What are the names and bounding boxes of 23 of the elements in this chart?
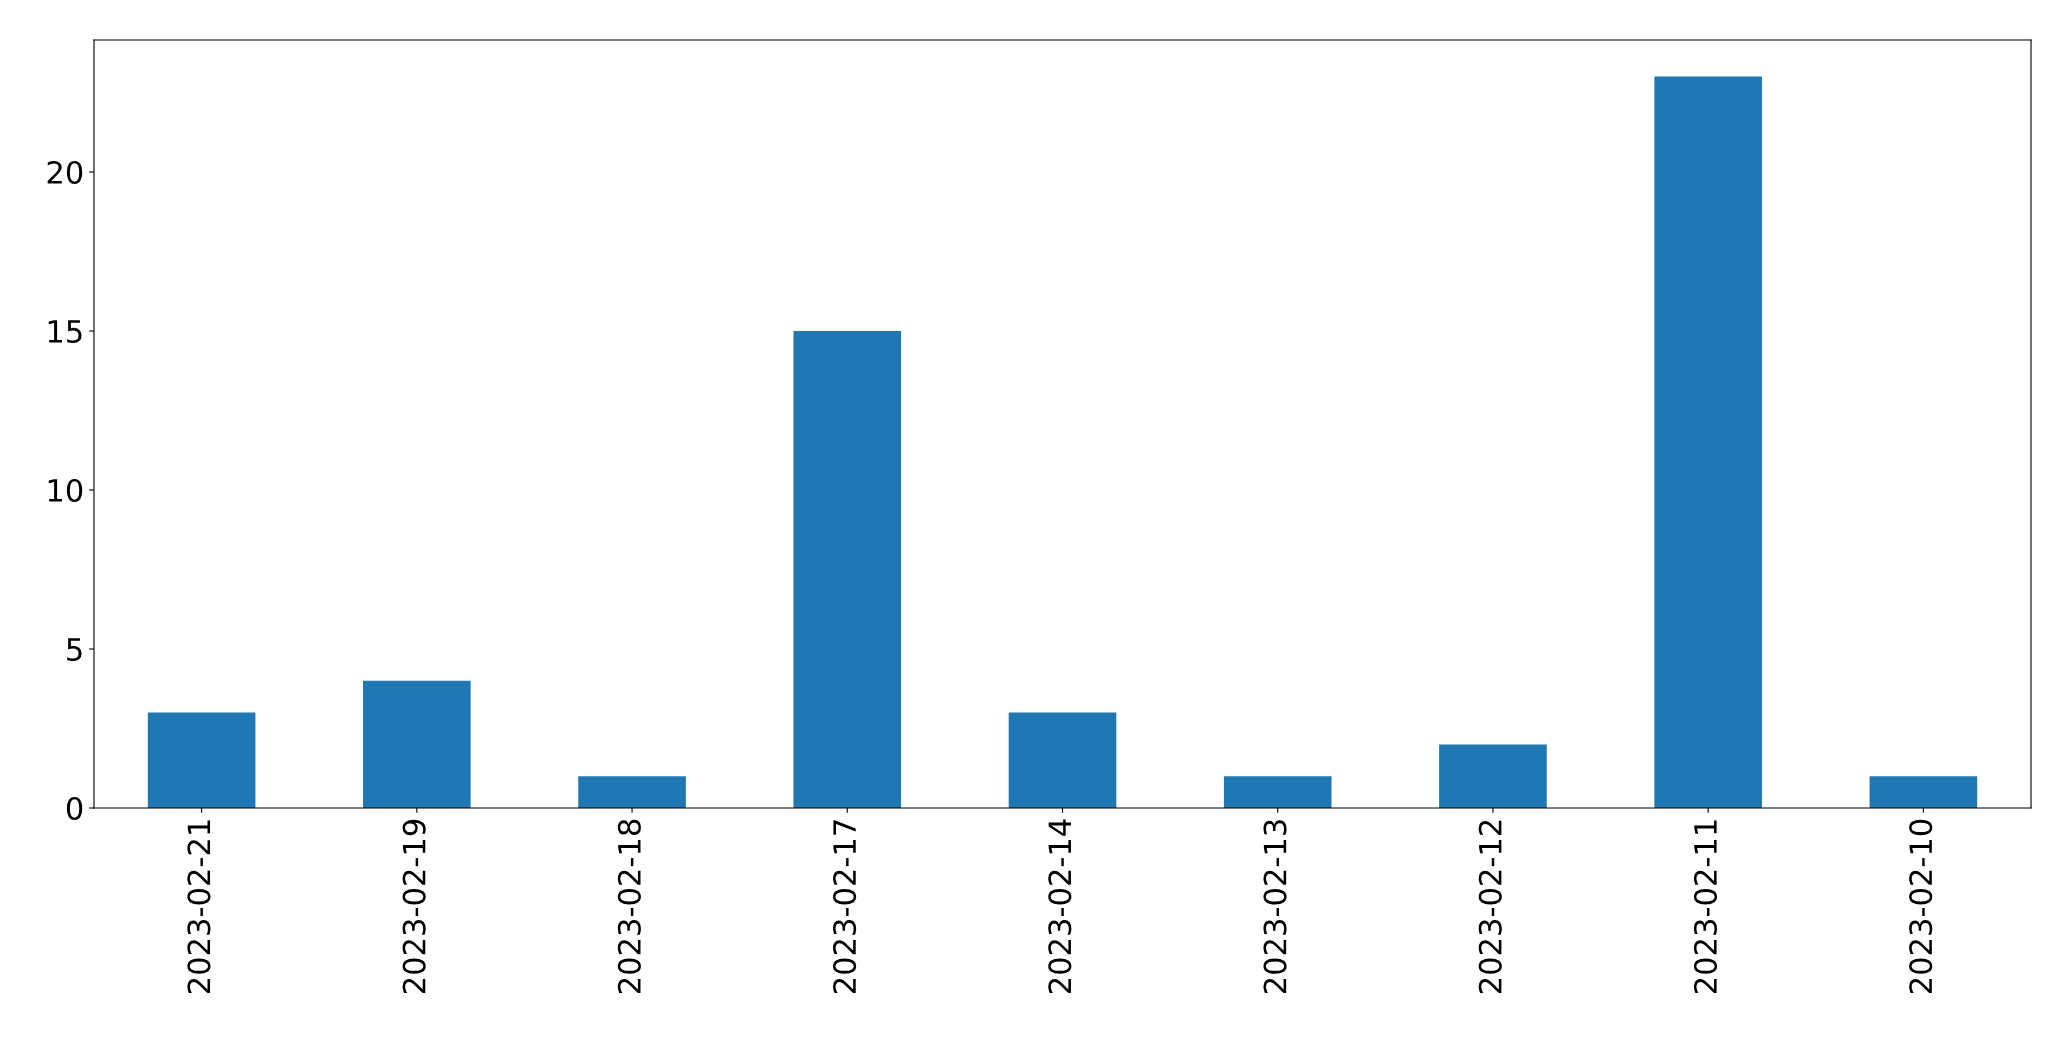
bar [1008, 712, 1117, 808]
x-tick-label: 2023-02-19 [402, 819, 426, 994]
bar [363, 680, 471, 808]
bar [578, 776, 686, 808]
y-tick-label: 10 [48, 478, 83, 503]
y-tick-label: 15 [48, 320, 82, 344]
x-tick-label: 2023-02-11 [1693, 820, 1718, 994]
x-tick-label: 2023-02-10 [1909, 819, 1933, 994]
bar [1439, 744, 1547, 808]
bar [793, 330, 902, 808]
y-tick-label: 5 [67, 638, 82, 662]
x-tick-label: 2023-02-12 [1478, 820, 1502, 994]
y-tick-label: 0 [66, 796, 83, 821]
x-tick-label: 2023-02-13 [1263, 820, 1287, 994]
x-tick-label: 2023-02-14 [1048, 819, 1072, 994]
x-tick-label: 2023-02-18 [617, 819, 641, 994]
bar [147, 712, 256, 808]
x-tick-label: 2023-02-17 [833, 820, 857, 994]
bar [1654, 76, 1762, 808]
bar [1869, 776, 1978, 808]
bar [1223, 776, 1332, 808]
y-tick-label: 20 [47, 160, 83, 185]
x-tick-label: 2023-02-21 [187, 820, 211, 994]
